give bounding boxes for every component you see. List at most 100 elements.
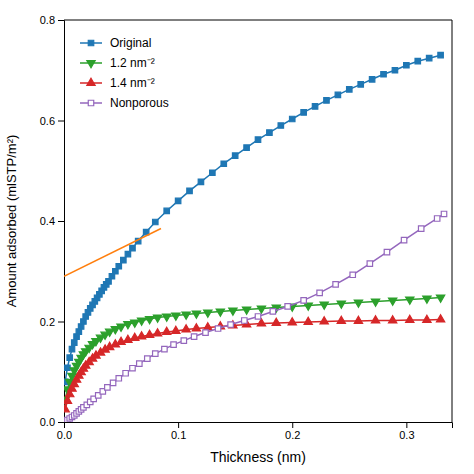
y-tick: 0.2 [40,316,64,328]
point [215,326,220,331]
line [65,55,440,382]
y-tick-label: 0.0 [40,416,55,428]
point [172,326,180,333]
series [64,52,443,384]
point [137,318,145,325]
point [426,55,431,60]
x-tick-label: 0.1 [171,429,186,441]
y-tick: 0.4 [40,215,64,227]
series [64,229,161,277]
point [354,316,362,323]
y-tick-label: 0.8 [40,14,55,26]
x-tick: 0.3 [399,422,414,441]
x-tick-label: 0.3 [399,429,414,441]
point [153,315,161,322]
point [187,188,192,193]
x-axis: 0.00.10.20.3 [57,422,453,441]
chart: 0.00.10.20.30.00.20.40.60.8Original1.2 n… [0,0,474,474]
point [216,309,224,316]
marks [64,52,447,422]
point [278,123,283,128]
point [317,290,322,295]
point [406,315,414,322]
point [333,282,338,287]
x-axis-line [65,423,453,429]
y-tick-mark [58,20,64,21]
frame-top [64,20,452,21]
point [358,82,363,87]
point [324,98,329,103]
point [72,340,77,345]
point [272,318,280,325]
point [257,306,265,313]
legend-item: Nonporous [80,96,169,110]
point [145,317,153,324]
x-tick-mark [292,422,293,428]
legend-symbol [88,40,93,45]
y-tick: 0.8 [40,14,64,26]
legend-label: 1.2 nm⁻² [110,56,155,70]
point [436,315,444,322]
point [69,346,74,351]
legend-symbol [88,100,93,105]
point [65,365,70,370]
point [153,219,158,224]
x-tick: 0.0 [57,422,72,441]
point [301,298,306,303]
point [203,330,208,335]
point [116,263,121,268]
legend-label: Original [110,36,151,50]
y-tick: 0.0 [40,416,64,428]
point [182,325,190,332]
point [131,320,139,327]
legend-label: 1.4 nm⁻² [110,76,155,90]
x-tick-label: 0.0 [57,429,72,441]
point [434,216,439,221]
point [242,307,250,314]
point [369,77,374,82]
point [110,380,115,385]
point [371,299,379,306]
point [388,316,396,323]
point [204,323,212,330]
line [65,214,444,421]
point [438,52,443,57]
point [153,351,158,356]
point [242,318,247,323]
point [255,314,260,319]
point [423,315,431,322]
point [164,208,169,213]
point [229,308,237,315]
point [181,338,186,343]
point [384,249,389,254]
x-tick-mark [178,422,179,428]
point [163,314,171,321]
y-axis: 0.00.20.40.60.8 [40,14,65,428]
point [125,251,130,256]
point [192,311,200,318]
point [244,145,249,150]
point [388,298,396,305]
point [406,297,414,304]
y-tick-mark [58,422,64,423]
point [441,211,446,216]
y-tick-label: 0.4 [40,215,55,227]
x-tick: 0.1 [171,422,186,441]
point [111,327,119,334]
point [337,316,345,323]
point [335,92,340,97]
point [175,198,180,203]
point [289,116,294,121]
point [285,304,290,309]
point [67,355,72,360]
series [64,211,447,422]
point [232,153,237,158]
legend-symbol [87,61,95,68]
point [320,317,328,324]
point [354,300,362,307]
point [105,385,110,390]
point [337,301,345,308]
point [347,87,352,92]
point [130,365,135,370]
point [210,170,215,175]
